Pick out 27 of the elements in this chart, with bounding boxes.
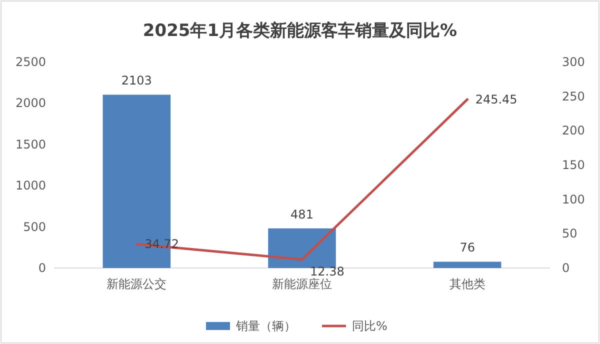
y2-tick-label: 150: [562, 158, 585, 172]
data-label: 245.45: [475, 92, 518, 106]
x-tick-label: 其他类: [449, 277, 486, 291]
y2-tick-label: 250: [562, 89, 585, 104]
x-tick-label: 新能源座位: [272, 277, 332, 291]
y2-tick-label: 200: [562, 124, 585, 138]
y-tick-label: 2500: [15, 55, 46, 69]
bar: [433, 262, 502, 268]
y2-tick-label: 0: [562, 261, 570, 275]
y2-tick-label: 300: [562, 55, 585, 69]
y-tick-label: 2000: [15, 96, 46, 110]
y-tick-label: 0: [38, 261, 46, 275]
legend-label: 同比%: [352, 319, 388, 333]
data-label: 12.38: [310, 264, 344, 278]
x-tick-label: 新能源公交: [106, 277, 167, 291]
chart-title: 2025年1月各类新能源客车销量及同比%: [142, 21, 458, 41]
y-tick-label: 500: [23, 220, 46, 234]
bar: [268, 228, 336, 268]
data-label: 481: [290, 207, 314, 222]
data-label: 2103: [121, 74, 152, 88]
y-tick-label: 1000: [15, 178, 46, 193]
data-label: 34.72: [144, 237, 180, 252]
data-label: 76: [460, 240, 475, 255]
y-tick-label: 1500: [15, 137, 46, 152]
legend-label: 销量（辆）: [235, 319, 296, 333]
y2-tick-label: 100: [562, 192, 585, 206]
y2-tick-label: 50: [562, 226, 578, 241]
